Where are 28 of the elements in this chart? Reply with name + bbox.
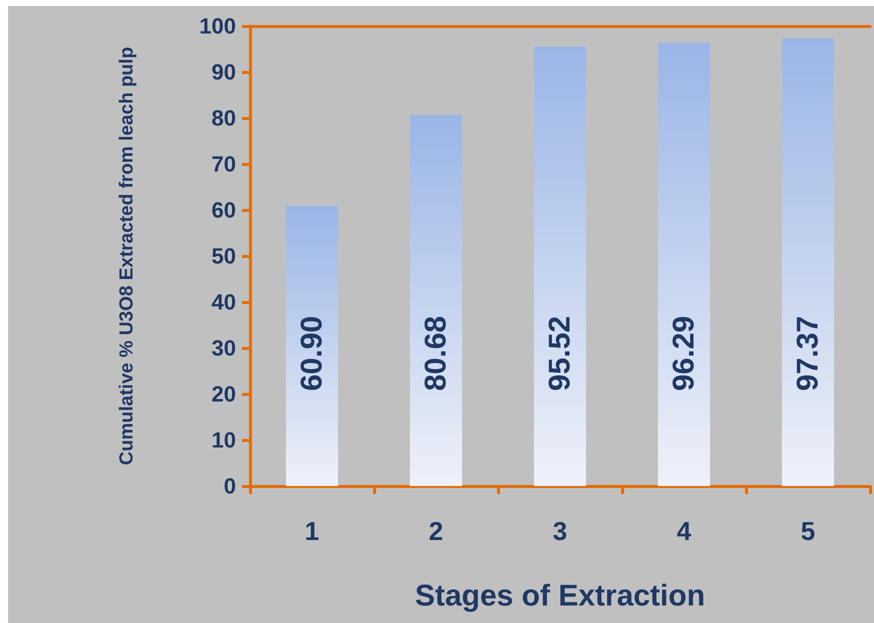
y-tick-label: 60 (212, 198, 236, 222)
y-tick-label: 90 (212, 60, 236, 84)
bar (782, 38, 834, 486)
data-label: 96.29 (668, 316, 700, 391)
data-label: 97.37 (792, 316, 824, 391)
bar (286, 206, 338, 486)
y-tick-label: 80 (212, 106, 236, 130)
data-label: 80.68 (420, 316, 452, 391)
y-tick-label: 40 (212, 290, 236, 314)
y-tick-label: 30 (212, 336, 236, 360)
y-axis-title: Cumulative % U3O8 Extracted from leach pulp (116, 46, 138, 466)
y-tick-label: 10 (212, 428, 236, 452)
y-tick-label: 0 (224, 474, 236, 498)
x-tick-label: 1 (304, 516, 320, 546)
x-axis-title: Stages of Extraction (414, 580, 706, 612)
data-label: 95.52 (544, 316, 576, 391)
x-tick-label: 3 (552, 516, 568, 546)
data-label: 60.90 (296, 316, 328, 391)
x-tick-label: 2 (428, 516, 444, 546)
bar (410, 114, 462, 486)
y-tick-label: 100 (199, 14, 236, 38)
x-tick-label: 5 (800, 516, 816, 546)
y-tick-label: 20 (212, 382, 236, 406)
y-tick-label: 70 (212, 152, 236, 176)
bar (658, 43, 710, 486)
x-tick-label: 4 (676, 516, 692, 546)
bar (534, 46, 586, 486)
y-tick-label: 50 (212, 244, 236, 268)
